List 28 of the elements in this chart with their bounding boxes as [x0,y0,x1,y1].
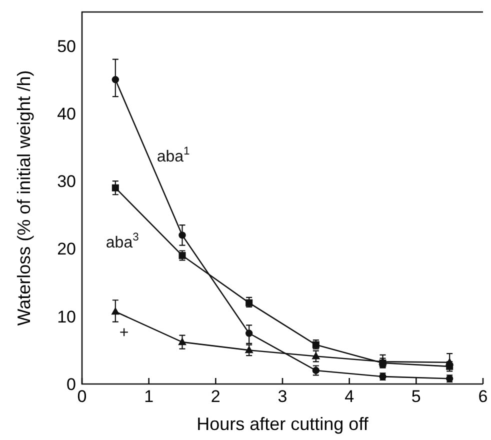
point [111,307,120,315]
y-tick-label: 20 [57,240,76,259]
x-tick-label: 3 [278,387,288,406]
point [245,330,253,337]
point [246,299,253,306]
x-tick-label: 1 [144,387,154,406]
x-tick-label: 5 [411,387,421,406]
point [445,358,454,366]
point [112,184,119,192]
y-tick-label: 10 [57,307,76,326]
series-label: aba$^{3}$ [106,232,139,252]
y-tick-label: 40 [57,104,76,124]
x-tick-label: 4 [344,387,354,406]
y-tick-label: 0 [66,374,76,394]
x-tick-label: 6 [478,387,488,406]
y-tick-label: 30 [57,172,76,192]
point [312,352,320,360]
series-label: aba$^{1}$ [156,145,190,166]
point [178,232,186,239]
y-tick-label: 50 [57,36,76,56]
point [112,76,120,84]
series-label: + [119,324,129,342]
y-axis-title: Waterloss (% of initial weight /h) [14,70,34,326]
x-axis-title: Hours after cutting off [196,414,370,434]
x-tick-label: 2 [210,387,220,406]
point [244,346,254,354]
point [178,338,186,346]
point [378,357,387,365]
